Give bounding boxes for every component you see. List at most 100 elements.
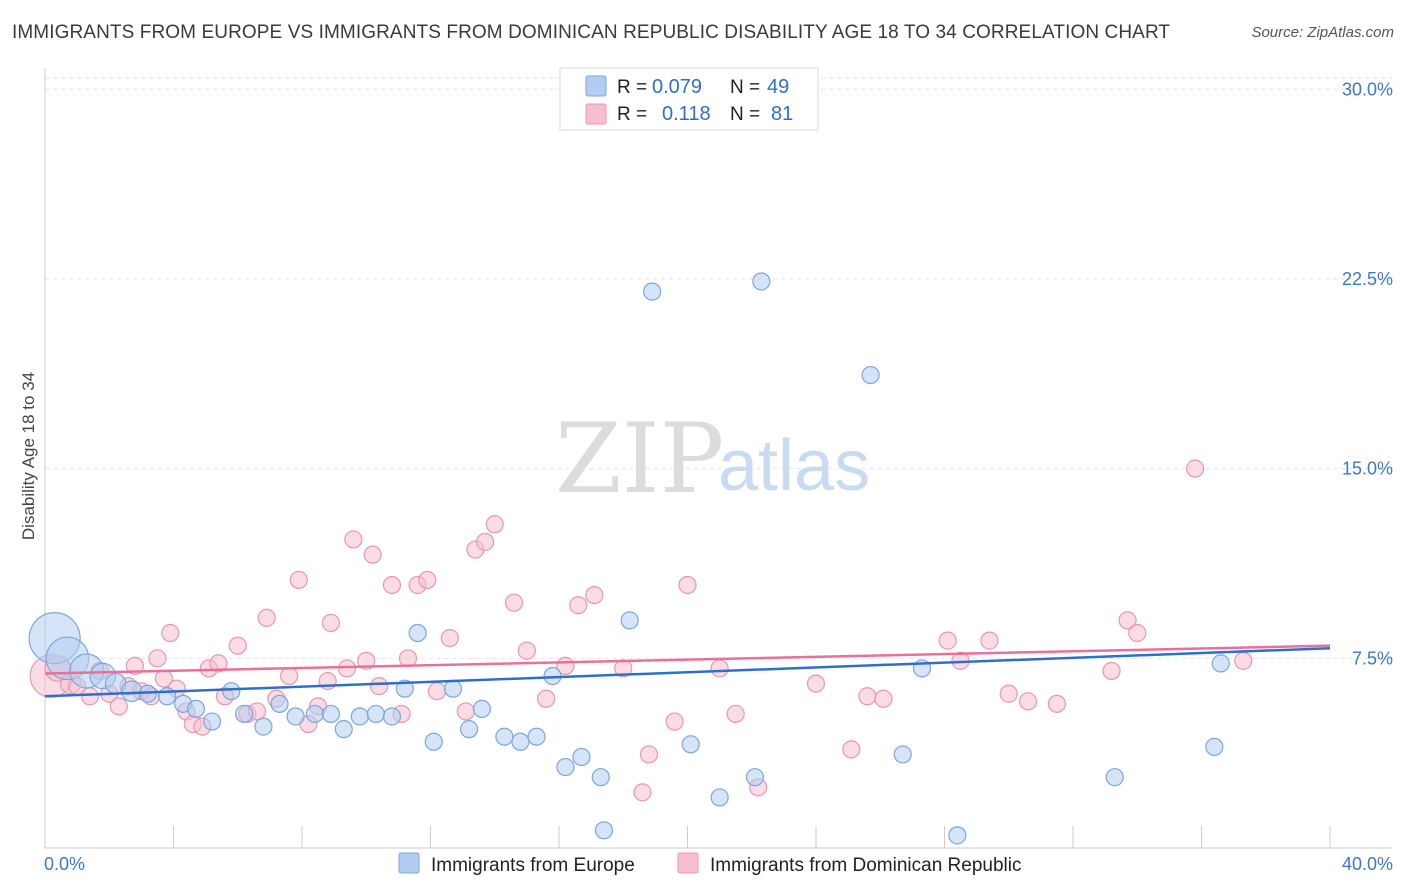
point-dr bbox=[1128, 623, 1147, 643]
point-europe bbox=[527, 727, 546, 746]
point-europe bbox=[235, 704, 254, 724]
point-dr bbox=[806, 674, 826, 693]
point-europe bbox=[443, 679, 463, 698]
legend-n-label-dr: N = bbox=[730, 104, 760, 125]
series-legend: Immigrants from Europe Immigrants from D… bbox=[398, 852, 1022, 876]
trend-line-europe bbox=[44, 646, 1331, 698]
point-europe bbox=[305, 704, 324, 724]
point-dr bbox=[726, 704, 745, 724]
x-tick-label: 40.0% bbox=[1342, 854, 1393, 874]
point-europe bbox=[202, 712, 222, 731]
point-europe bbox=[366, 704, 385, 724]
legend-r-label-dr: R = bbox=[617, 104, 647, 125]
legend-r-value-dr: 0.118 bbox=[662, 103, 711, 125]
point-dr bbox=[344, 530, 363, 549]
point-dr bbox=[1118, 611, 1137, 630]
point-europe bbox=[350, 707, 369, 726]
point-dr bbox=[1234, 651, 1253, 670]
y-tick-label: 7.5% bbox=[1352, 648, 1393, 668]
series-europe-points bbox=[28, 272, 1230, 845]
trend-lines bbox=[44, 644, 1331, 698]
point-dr bbox=[80, 687, 100, 706]
point-dr bbox=[938, 631, 957, 650]
point-dr bbox=[148, 649, 167, 668]
legend-r-label-europe: R = bbox=[617, 77, 647, 98]
watermark-zip: ZIP bbox=[555, 403, 724, 515]
point-dr bbox=[585, 585, 604, 605]
gridlines bbox=[45, 77, 1392, 659]
point-europe bbox=[1205, 737, 1224, 756]
point-dr bbox=[257, 608, 276, 627]
correlation-legend: R = 0.079 N = 49 R = 0.118 N = 81 bbox=[559, 67, 819, 131]
point-dr bbox=[639, 745, 659, 764]
point-europe bbox=[382, 707, 402, 726]
y-tick-label: 30.0% bbox=[1342, 79, 1393, 99]
point-dr bbox=[363, 545, 382, 564]
y-tick-labels: 7.5% 15.0% 22.5% 30.0% bbox=[1342, 79, 1393, 668]
x-tick-label: 0.0% bbox=[44, 854, 85, 874]
point-europe bbox=[681, 735, 700, 754]
bottom-legend-label-europe: Immigrants from Europe bbox=[431, 855, 635, 876]
x-tick-labels: 0.0% 40.0% bbox=[44, 854, 1393, 874]
point-europe bbox=[745, 768, 765, 787]
point-europe bbox=[321, 704, 341, 724]
point-dr bbox=[665, 712, 684, 731]
bottom-legend-label-dr: Immigrants from Dominican Republic bbox=[710, 855, 1022, 876]
point-europe bbox=[472, 699, 491, 719]
point-dr bbox=[842, 740, 861, 759]
point-dr bbox=[357, 651, 376, 670]
point-dr bbox=[125, 656, 145, 676]
point-dr bbox=[280, 666, 299, 686]
point-dr bbox=[337, 659, 357, 678]
point-dr bbox=[228, 636, 247, 655]
point-dr bbox=[504, 593, 524, 612]
point-europe bbox=[752, 272, 771, 291]
point-dr bbox=[858, 687, 877, 706]
point-europe bbox=[286, 707, 305, 726]
chart-title: IMMIGRANTS FROM EUROPE VS IMMIGRANTS FRO… bbox=[12, 22, 1171, 43]
point-europe bbox=[334, 720, 353, 739]
point-europe bbox=[556, 757, 575, 777]
point-dr bbox=[427, 682, 447, 701]
point-dr bbox=[370, 677, 389, 696]
y-axis-label: Disability Age 18 to 34 bbox=[19, 372, 38, 540]
point-europe bbox=[395, 679, 414, 698]
point-dr bbox=[476, 532, 495, 552]
axes bbox=[44, 68, 1392, 849]
point-dr bbox=[1047, 694, 1067, 713]
point-dr bbox=[678, 575, 697, 595]
y-tick-label: 15.0% bbox=[1342, 459, 1393, 479]
bottom-legend-swatch-europe bbox=[398, 852, 420, 874]
point-dr bbox=[382, 575, 402, 595]
point-europe bbox=[710, 788, 729, 807]
point-dr bbox=[710, 659, 729, 678]
point-europe bbox=[591, 768, 610, 787]
point-dr bbox=[321, 613, 341, 633]
point-dr bbox=[418, 570, 437, 590]
point-dr bbox=[289, 570, 308, 590]
watermark-atlas: atlas bbox=[718, 426, 870, 506]
point-europe bbox=[222, 682, 241, 701]
point-europe bbox=[861, 365, 880, 385]
y-tick-label: 22.5% bbox=[1342, 269, 1393, 289]
point-dr bbox=[537, 689, 556, 708]
point-europe bbox=[459, 720, 479, 739]
point-dr bbox=[517, 641, 536, 660]
point-dr bbox=[874, 689, 893, 708]
point-dr bbox=[569, 596, 588, 615]
point-dr bbox=[109, 697, 128, 716]
legend-n-value-dr: 81 bbox=[771, 103, 793, 125]
point-europe bbox=[511, 732, 530, 751]
point-europe bbox=[1105, 768, 1124, 787]
point-europe bbox=[270, 694, 289, 713]
point-europe bbox=[424, 732, 443, 751]
point-dr bbox=[161, 623, 180, 643]
point-europe bbox=[186, 699, 206, 719]
point-dr bbox=[456, 702, 475, 721]
point-europe bbox=[893, 745, 912, 764]
point-dr bbox=[1102, 661, 1121, 681]
legend-r-value-europe: 0.079 bbox=[652, 76, 702, 98]
point-europe bbox=[120, 680, 143, 702]
bottom-legend-swatch-dr bbox=[677, 852, 699, 874]
point-europe bbox=[643, 282, 662, 301]
